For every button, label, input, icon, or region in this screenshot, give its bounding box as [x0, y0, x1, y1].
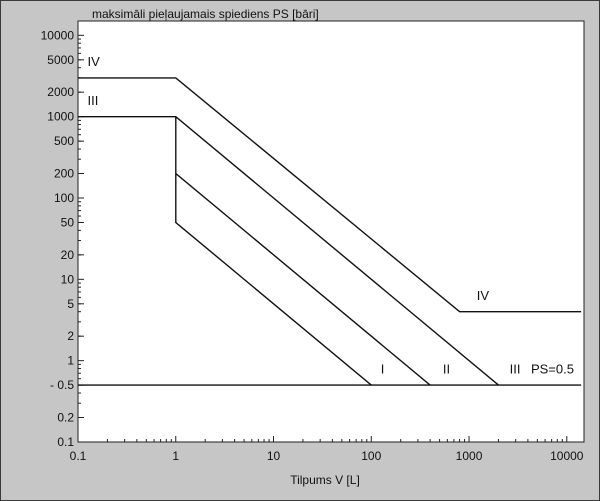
curve-label: II — [443, 361, 450, 376]
y-tick-label: 0.2 — [57, 411, 74, 425]
x-tick-label: 10000 — [550, 449, 584, 463]
y-tick-label: 2 — [67, 329, 74, 343]
y-tick-label: 1000 — [47, 110, 74, 124]
y-tick-label: 20 — [61, 248, 75, 262]
y-tick-label: 500 — [54, 134, 74, 148]
y-tick-label: 5 — [67, 297, 74, 311]
plot-area — [77, 20, 585, 443]
x-tick-label: 10 — [267, 449, 281, 463]
y-tick-label: 10 — [61, 272, 75, 286]
x-tick-label: 0.1 — [70, 449, 87, 463]
curve-label: PS=0.5 — [531, 361, 574, 376]
curve-label: III — [87, 93, 98, 108]
x-axis-label: Tilpums V [L] — [290, 473, 360, 487]
curve-label: IV — [87, 54, 100, 69]
curve-label: IV — [477, 288, 490, 303]
y-tick-label: 0.1 — [57, 435, 74, 449]
curve-label: I — [381, 361, 385, 376]
curve-label: III — [510, 361, 521, 376]
series-line-i — [175, 173, 372, 386]
y-tick-label: - 0.5 — [50, 378, 74, 392]
x-tick-label: 100 — [361, 449, 381, 463]
y-tick-label: 100 — [54, 191, 74, 205]
x-tick-label: 1 — [172, 449, 179, 463]
y-tick-label: 50 — [61, 215, 75, 229]
y-axis: 0.1 0.2 - 0.5 1 2 5 10 20 50 100 200 500 1000 2000 500… — [41, 28, 84, 449]
y-tick-label: 10000 — [41, 28, 75, 42]
y-tick-label: 1 — [67, 354, 74, 368]
y-tick-label: 200 — [54, 167, 74, 181]
y-tick-label: 2000 — [47, 85, 74, 99]
series-layer — [78, 77, 582, 386]
chart-title: maksimāli pieļaujamais spiediens PS [bār… — [92, 7, 319, 21]
series-line-iv — [78, 77, 582, 313]
x-tick-label: 1000 — [456, 449, 483, 463]
y-tick-label: 5000 — [47, 53, 74, 67]
x-axis: 0.1 1 10 100 1000 10000 — [70, 436, 584, 463]
